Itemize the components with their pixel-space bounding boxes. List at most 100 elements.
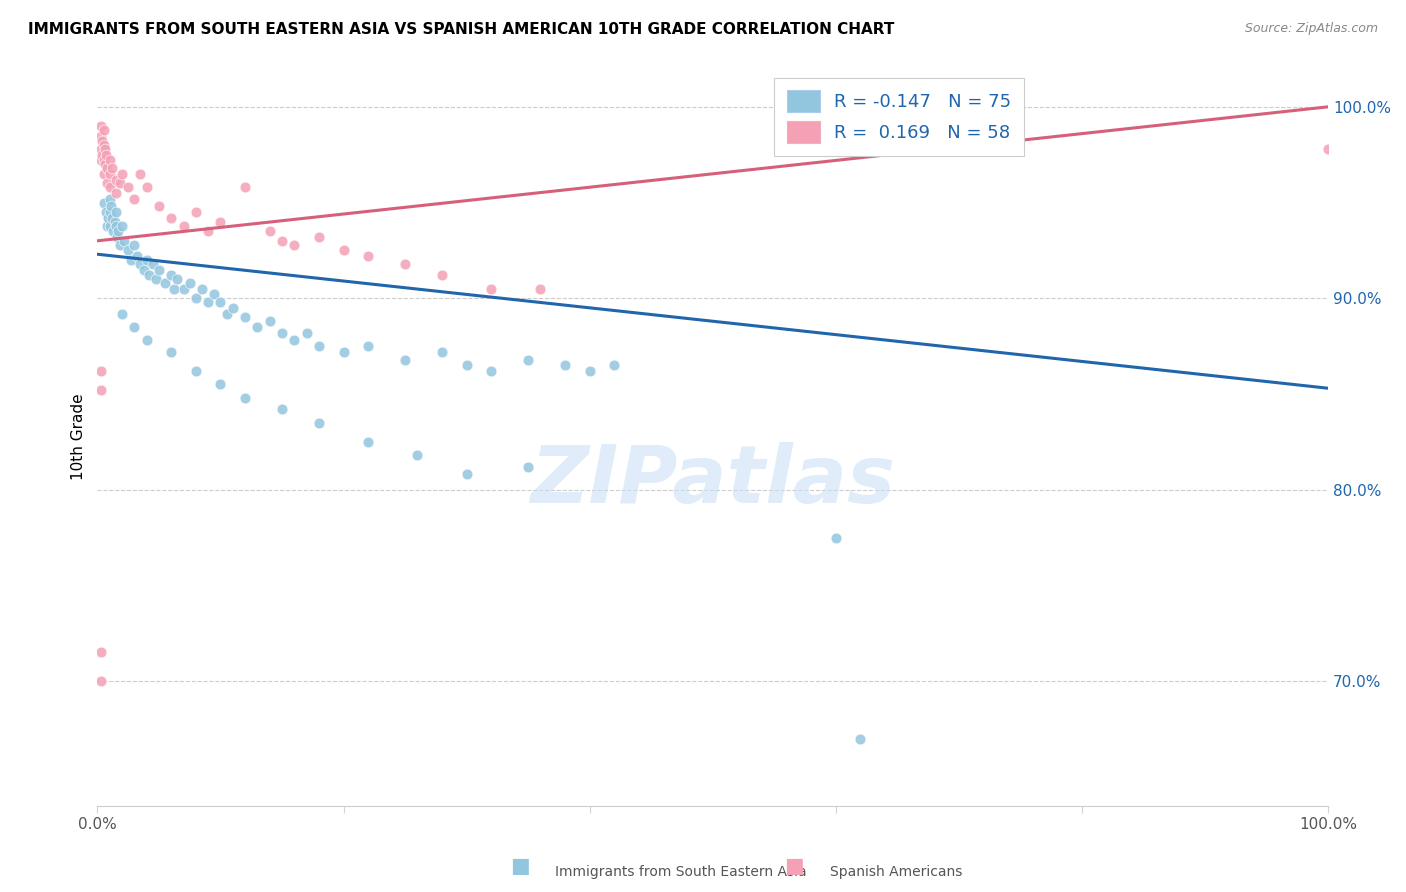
Point	[129, 257, 152, 271]
Point	[179, 276, 201, 290]
Point	[430, 344, 453, 359]
Point	[173, 219, 195, 233]
Point	[295, 326, 318, 340]
Point	[104, 186, 127, 200]
Point	[93, 138, 115, 153]
Point	[96, 219, 118, 233]
Text: ■: ■	[785, 856, 804, 876]
Point	[129, 167, 152, 181]
Point	[357, 339, 380, 353]
Point	[112, 234, 135, 248]
Point	[108, 237, 131, 252]
Point	[104, 219, 127, 233]
Point	[406, 448, 429, 462]
Point	[233, 310, 256, 325]
Text: Immigrants from South Eastern Asia: Immigrants from South Eastern Asia	[555, 865, 807, 880]
Point	[124, 192, 146, 206]
Point	[138, 268, 160, 283]
Point	[163, 282, 186, 296]
Point	[90, 383, 112, 397]
Text: ZIPatlas: ZIPatlas	[530, 442, 896, 520]
Point	[104, 172, 127, 186]
Point	[107, 224, 129, 238]
Point	[394, 257, 416, 271]
Point	[90, 153, 112, 168]
Point	[160, 344, 183, 359]
Point	[101, 161, 124, 175]
Point	[1317, 142, 1340, 156]
Point	[145, 272, 167, 286]
Point	[103, 224, 125, 238]
Legend: R = -0.147   N = 75, R =  0.169   N = 58: R = -0.147 N = 75, R = 0.169 N = 58	[775, 78, 1024, 156]
Text: Spanish Americans: Spanish Americans	[830, 865, 962, 880]
Point	[98, 167, 121, 181]
Point	[184, 364, 207, 378]
Point	[394, 352, 416, 367]
Point	[824, 531, 846, 545]
Point	[91, 134, 114, 148]
Point	[479, 282, 502, 296]
Point	[104, 205, 127, 219]
Point	[117, 244, 139, 258]
Point	[124, 320, 146, 334]
Point	[357, 434, 380, 449]
Point	[283, 237, 305, 252]
Point	[148, 199, 170, 213]
Point	[93, 157, 115, 171]
Point	[94, 147, 117, 161]
Point	[886, 142, 908, 156]
Y-axis label: 10th Grade: 10th Grade	[72, 393, 86, 481]
Point	[308, 230, 330, 244]
Point	[222, 301, 245, 315]
Point	[135, 334, 157, 348]
Point	[308, 339, 330, 353]
Point	[283, 334, 305, 348]
Point	[173, 282, 195, 296]
Point	[142, 257, 165, 271]
Point	[98, 192, 121, 206]
Point	[456, 358, 478, 372]
Point	[479, 364, 502, 378]
Point	[98, 153, 121, 168]
Point	[90, 645, 112, 659]
Point	[308, 416, 330, 430]
Point	[517, 459, 540, 474]
Point	[90, 674, 112, 689]
Point	[160, 268, 183, 283]
Point	[259, 224, 281, 238]
Point	[578, 364, 600, 378]
Point	[101, 211, 124, 225]
Point	[332, 344, 354, 359]
Point	[332, 244, 354, 258]
Point	[97, 211, 120, 225]
Point	[108, 177, 131, 191]
Point	[215, 307, 238, 321]
Point	[90, 119, 112, 133]
Point	[135, 180, 157, 194]
Point	[197, 224, 219, 238]
Point	[603, 358, 626, 372]
Point	[456, 467, 478, 482]
Point	[153, 276, 176, 290]
Point	[191, 282, 214, 296]
Text: IMMIGRANTS FROM SOUTH EASTERN ASIA VS SPANISH AMERICAN 10TH GRADE CORRELATION CH: IMMIGRANTS FROM SOUTH EASTERN ASIA VS SP…	[28, 22, 894, 37]
Point	[90, 364, 112, 378]
Point	[271, 402, 294, 417]
Point	[202, 287, 225, 301]
Point	[105, 230, 128, 244]
Point	[271, 234, 294, 248]
Point	[111, 307, 134, 321]
Point	[259, 314, 281, 328]
Point	[117, 180, 139, 194]
Point	[973, 142, 995, 156]
Point	[90, 142, 112, 156]
Point	[100, 199, 122, 213]
Text: Source: ZipAtlas.com: Source: ZipAtlas.com	[1244, 22, 1378, 36]
Point	[103, 215, 125, 229]
Point	[96, 177, 118, 191]
Point	[233, 391, 256, 405]
Point	[96, 161, 118, 175]
Point	[125, 249, 148, 263]
Point	[184, 205, 207, 219]
Point	[233, 180, 256, 194]
